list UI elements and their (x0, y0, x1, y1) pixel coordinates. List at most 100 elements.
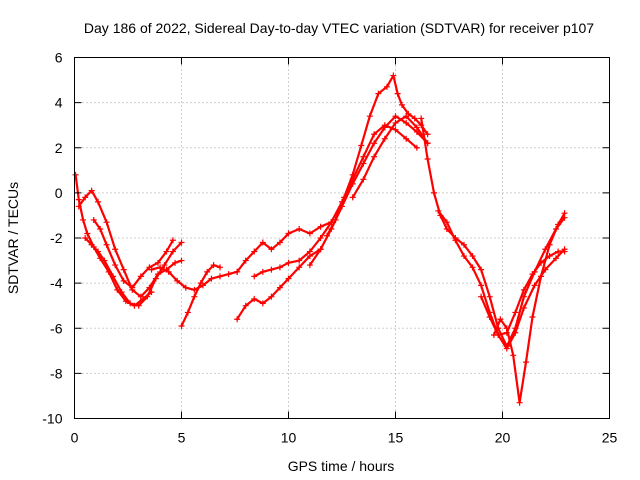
data-point-marker (469, 264, 476, 271)
tick-layer: 0 5 10 15 20 25 -10 -8 -6 -4 -2 0 2 4 6 (42, 50, 617, 446)
data-point-marker (403, 119, 410, 126)
x-axis-label: GPS time / hours (288, 458, 395, 474)
data-point-marker (413, 124, 420, 131)
series-arc-15 (490, 210, 568, 406)
data-point-marker (503, 329, 510, 336)
data-point-marker (103, 219, 110, 226)
series-arc-3 (82, 235, 185, 309)
data-point-marker (424, 156, 431, 163)
data-point-marker (182, 284, 189, 291)
data-point-marker (317, 223, 324, 230)
y-tick-label: 4 (55, 95, 63, 111)
data-point-marker (306, 262, 313, 269)
series-arc-8 (234, 246, 324, 323)
data-point-marker (523, 359, 530, 366)
data-point-marker (486, 293, 493, 300)
data-point-marker (144, 293, 151, 300)
data-point-marker (531, 282, 538, 289)
data-point-marker (317, 246, 324, 253)
data-point-marker (403, 135, 410, 142)
data-point-marker (435, 207, 442, 214)
data-point-marker (392, 126, 399, 133)
data-point-marker (137, 293, 144, 300)
chart-title: Day 186 of 2022, Sidereal Day-to-day VTE… (84, 20, 594, 36)
data-point-marker (529, 313, 536, 320)
data-point-marker (375, 90, 382, 97)
data-point-marker (486, 313, 493, 320)
data-point-marker (381, 124, 388, 131)
data-point-marker (217, 273, 224, 280)
series-arc-12 (349, 113, 431, 201)
data-point-marker (152, 275, 159, 282)
data-point-marker (443, 225, 450, 232)
data-point-marker (285, 230, 292, 237)
data-point-marker (510, 352, 517, 359)
x-tick-label: 15 (388, 430, 404, 446)
data-point-marker (169, 237, 176, 244)
data-point-marker (112, 262, 119, 269)
data-point-marker (520, 286, 527, 293)
data-point-marker (75, 203, 82, 210)
data-layer (72, 72, 568, 406)
data-point-marker (259, 268, 266, 275)
data-point-marker (234, 268, 241, 275)
data-point-marker (503, 345, 510, 352)
y-tick-label: 6 (55, 50, 63, 66)
data-point-marker (178, 257, 185, 264)
data-point-marker (88, 187, 95, 194)
data-point-marker (555, 248, 562, 255)
y-tick-label: -10 (42, 411, 62, 427)
data-point-marker (154, 259, 161, 266)
data-point-marker (371, 131, 378, 138)
series-arc-4 (90, 216, 176, 291)
data-point-marker (101, 257, 108, 264)
data-point-marker (178, 239, 185, 246)
y-tick-label: 2 (55, 140, 63, 156)
data-point-marker (97, 225, 104, 232)
data-point-marker (538, 259, 545, 266)
data-point-marker (184, 309, 191, 316)
y-tick-label: 0 (55, 185, 63, 201)
data-point-marker (478, 293, 485, 300)
data-point-marker (424, 131, 431, 138)
data-point-marker (208, 275, 215, 282)
data-point-marker (394, 90, 401, 97)
data-point-marker (259, 300, 266, 307)
data-point-marker (512, 329, 519, 336)
data-point-marker (317, 235, 324, 241)
data-point-marker (90, 216, 97, 223)
data-point-marker (129, 284, 136, 291)
data-point-marker (349, 171, 356, 178)
data-point-marker (360, 153, 367, 160)
data-point-marker (197, 280, 204, 287)
data-point-marker (371, 153, 378, 160)
data-point-marker (349, 194, 356, 201)
data-point-marker (392, 119, 399, 126)
data-point-marker (148, 266, 155, 273)
data-point-marker (88, 241, 95, 248)
data-point-marker (360, 160, 367, 167)
data-point-marker (390, 72, 397, 79)
data-point-marker (358, 142, 365, 149)
data-point-marker (285, 275, 292, 282)
data-point-marker (529, 271, 536, 278)
data-point-marker (178, 322, 185, 329)
data-point-marker (443, 219, 450, 226)
data-point-marker (418, 115, 425, 122)
data-point-marker (478, 282, 485, 289)
data-point-marker (161, 262, 168, 269)
data-point-marker (306, 248, 313, 255)
data-point-marker (251, 273, 258, 280)
data-point-marker (366, 113, 373, 120)
data-point-marker (276, 264, 283, 271)
data-point-marker (332, 216, 339, 223)
data-point-marker (555, 221, 562, 228)
data-point-marker (296, 225, 303, 232)
series-line (351, 115, 429, 199)
data-point-marker (103, 241, 110, 248)
data-point-marker (204, 268, 211, 275)
data-point-marker (324, 232, 331, 239)
data-point-marker (546, 241, 553, 248)
data-point-marker (276, 284, 283, 291)
